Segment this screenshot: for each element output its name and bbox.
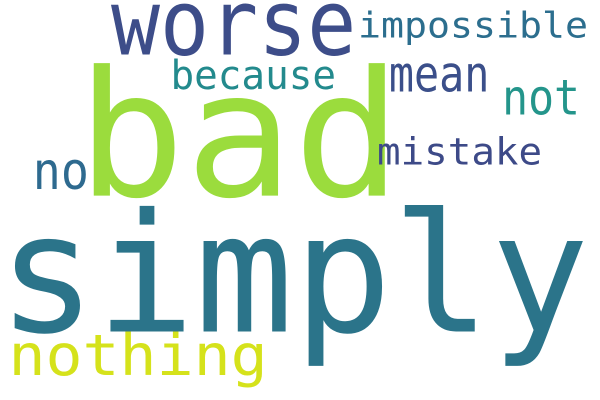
word-simply: simply (0, 177, 590, 372)
word-impossible: impossible (357, 4, 588, 46)
word-worse: worse (111, 0, 357, 77)
word-not: not (502, 68, 580, 127)
word-mean: mean (388, 44, 490, 104)
word-because: because (170, 52, 337, 99)
word-bad: bad (76, 33, 402, 238)
word-mistake: mistake (377, 129, 543, 174)
word-no: no (32, 141, 89, 202)
word-nothing: nothing (8, 322, 268, 389)
